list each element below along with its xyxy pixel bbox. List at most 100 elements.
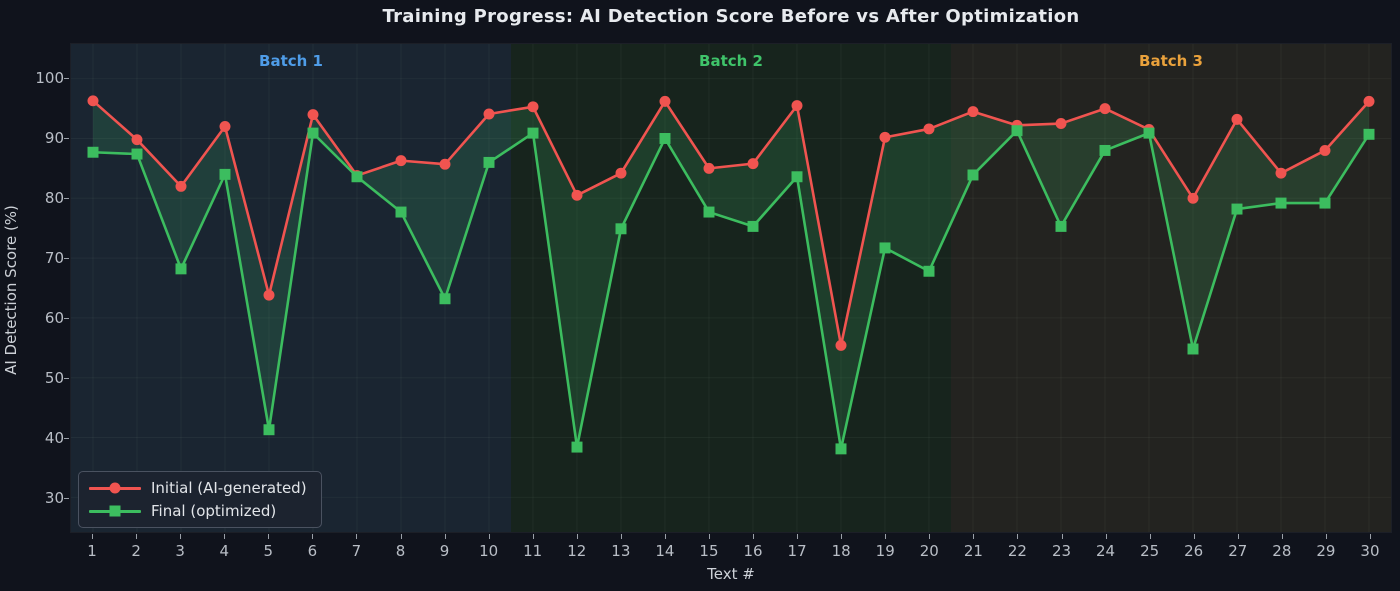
- data-point-final: [175, 263, 187, 275]
- x-tick-mark: [268, 534, 270, 539]
- batch-label-3: Batch 3: [1139, 52, 1203, 70]
- data-point-initial: [483, 108, 495, 120]
- data-point-final: [395, 206, 407, 218]
- y-tick-mark: [64, 318, 69, 320]
- data-point-final: [87, 146, 99, 158]
- x-tick-label: 22: [1007, 542, 1027, 560]
- x-tick-label: 17: [787, 542, 807, 560]
- data-point-initial: [395, 155, 407, 167]
- x-tick-label: 30: [1360, 542, 1380, 560]
- data-point-initial: [923, 123, 935, 135]
- x-tick-label: 10: [479, 542, 499, 560]
- x-tick-label: 1: [87, 542, 97, 560]
- x-tick-label: 4: [219, 542, 229, 560]
- data-point-initial: [615, 167, 627, 179]
- x-tick-label: 25: [1140, 542, 1160, 560]
- data-point-final: [1231, 203, 1243, 215]
- data-point-final: [1319, 197, 1331, 209]
- x-tick-mark: [136, 534, 138, 539]
- data-point-final: [1187, 343, 1199, 355]
- data-point-final: [791, 171, 803, 183]
- x-tick-label: 21: [963, 542, 983, 560]
- x-tick-mark: [576, 534, 578, 539]
- x-tick-mark: [532, 534, 534, 539]
- series-canvas: [71, 44, 1391, 532]
- y-tick-mark: [64, 77, 69, 79]
- data-point-initial: [791, 100, 803, 112]
- y-tick-label: 70: [44, 248, 64, 267]
- data-point-final: [1143, 127, 1155, 139]
- legend: Initial (AI-generated) Final (optimized): [78, 471, 322, 528]
- data-point-final: [571, 441, 583, 453]
- data-point-initial: [219, 121, 231, 133]
- data-point-final: [923, 265, 935, 277]
- x-tick-mark: [841, 534, 843, 539]
- legend-label-final: Final (optimized): [151, 502, 277, 520]
- legend-label-initial: Initial (AI-generated): [151, 479, 307, 497]
- x-tick-mark: [400, 534, 402, 539]
- data-point-initial: [527, 101, 539, 113]
- x-tick-mark: [1325, 534, 1327, 539]
- y-tick-label: 90: [44, 128, 64, 147]
- x-tick-mark: [92, 534, 94, 539]
- data-point-final: [131, 148, 143, 160]
- x-tick-label: 23: [1051, 542, 1072, 560]
- legend-item-initial: Initial (AI-generated): [89, 479, 307, 497]
- x-tick-label: 15: [699, 542, 719, 560]
- x-tick-mark: [444, 534, 446, 539]
- x-tick-label: 3: [175, 542, 185, 560]
- x-tick-mark: [1369, 534, 1371, 539]
- x-tick-label: 24: [1096, 542, 1116, 560]
- data-point-final: [1363, 128, 1375, 140]
- data-point-initial: [571, 189, 583, 201]
- data-point-final: [1099, 144, 1111, 156]
- x-tick-label: 26: [1184, 542, 1204, 560]
- x-tick-label: 14: [655, 542, 675, 560]
- x-tick-label: 8: [395, 542, 406, 560]
- data-point-final: [351, 171, 363, 183]
- y-tick-label: 100: [35, 68, 64, 87]
- x-tick-label: 9: [439, 542, 450, 560]
- x-tick-mark: [973, 534, 975, 539]
- x-tick-label: 12: [567, 542, 587, 560]
- data-point-final: [967, 169, 979, 181]
- data-point-final: [307, 127, 319, 139]
- x-tick-mark: [1149, 534, 1151, 539]
- x-tick-label: 16: [743, 542, 763, 560]
- y-tick-label: 40: [44, 429, 64, 448]
- y-tick-mark: [64, 438, 69, 440]
- batch-label-1: Batch 1: [259, 52, 323, 70]
- x-tick-mark: [620, 534, 622, 539]
- x-tick-mark: [885, 534, 887, 539]
- data-point-initial: [1319, 144, 1331, 156]
- chart-title: Training Progress: AI Detection Score Be…: [382, 6, 1080, 27]
- gridlines: [71, 44, 1391, 532]
- data-point-initial: [1275, 167, 1287, 179]
- data-point-initial: [1055, 118, 1067, 130]
- x-tick-mark: [356, 534, 358, 539]
- x-tick-mark: [664, 534, 666, 539]
- data-point-final: [879, 242, 891, 254]
- data-point-final: [835, 443, 847, 455]
- x-tick-label: 28: [1272, 542, 1292, 560]
- y-tick-label: 30: [44, 489, 64, 508]
- batch-label-2: Batch 2: [699, 52, 763, 70]
- x-tick-mark: [1281, 534, 1283, 539]
- x-tick-mark: [1061, 534, 1063, 539]
- y-tick-label: 50: [44, 369, 64, 388]
- x-tick-mark: [312, 534, 314, 539]
- data-point-final: [1011, 125, 1023, 137]
- data-point-final: [615, 223, 627, 235]
- x-tick-label: 19: [875, 542, 895, 560]
- y-axis-label: AI Detection Score (%): [2, 205, 20, 375]
- y-tick-label: 80: [44, 188, 64, 207]
- data-point-final: [703, 206, 715, 218]
- data-point-final: [483, 156, 495, 168]
- data-point-initial: [131, 134, 143, 146]
- data-point-initial: [1099, 103, 1111, 115]
- data-point-final: [439, 293, 451, 305]
- series-line-final: [92, 129, 1371, 451]
- x-tick-label: 18: [831, 542, 851, 560]
- legend-line-square-icon: [89, 505, 141, 517]
- y-tick-mark: [64, 197, 69, 199]
